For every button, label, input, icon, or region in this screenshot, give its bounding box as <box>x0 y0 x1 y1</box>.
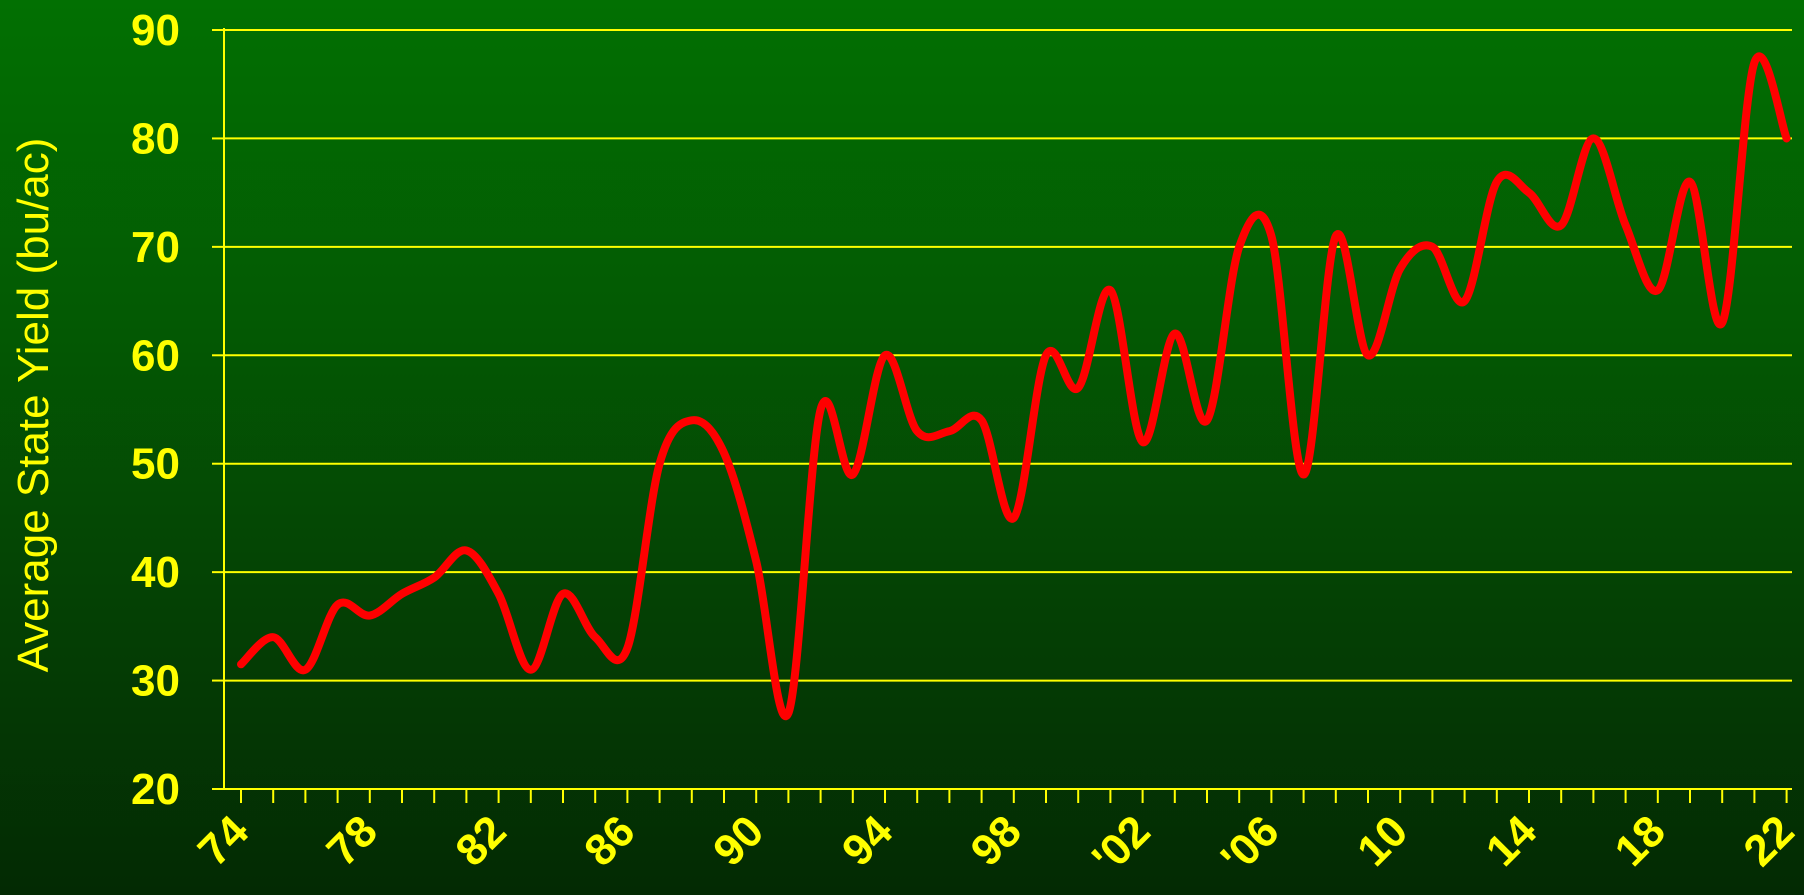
y-tick-label: 30 <box>131 657 180 706</box>
x-tick-label: 78 <box>318 806 387 875</box>
x-tick-label: 74 <box>189 806 259 876</box>
series-layer <box>237 52 1791 721</box>
x-tick-label: 98 <box>962 806 1031 875</box>
y-tick-label: 90 <box>131 6 180 55</box>
x-tick-label: 86 <box>575 806 644 875</box>
y-tick-label: 80 <box>131 114 180 163</box>
y-tick-label: 50 <box>131 440 180 489</box>
x-tick-label: 90 <box>704 806 773 875</box>
x-tick-label: 14 <box>1477 806 1547 876</box>
x-tick-label: '06 <box>1212 806 1289 883</box>
x-tick-label: 94 <box>833 806 903 876</box>
series-line <box>237 52 1791 721</box>
x-tick-label: 10 <box>1348 806 1417 875</box>
x-tick-label: '02 <box>1083 806 1160 883</box>
y-tick-label: 20 <box>131 765 180 814</box>
x-tick-label: 22 <box>1734 806 1803 875</box>
x-tick-label: 82 <box>446 806 515 875</box>
y-tick-label: 60 <box>131 331 180 380</box>
y-tick-label: 70 <box>131 223 180 272</box>
y-axis-label: Average State Yield (bu/ac) <box>9 138 58 673</box>
gridlines <box>224 29 1792 682</box>
x-tick-label: 18 <box>1606 806 1675 875</box>
y-tick-label: 40 <box>131 548 180 597</box>
axes <box>212 28 1792 803</box>
